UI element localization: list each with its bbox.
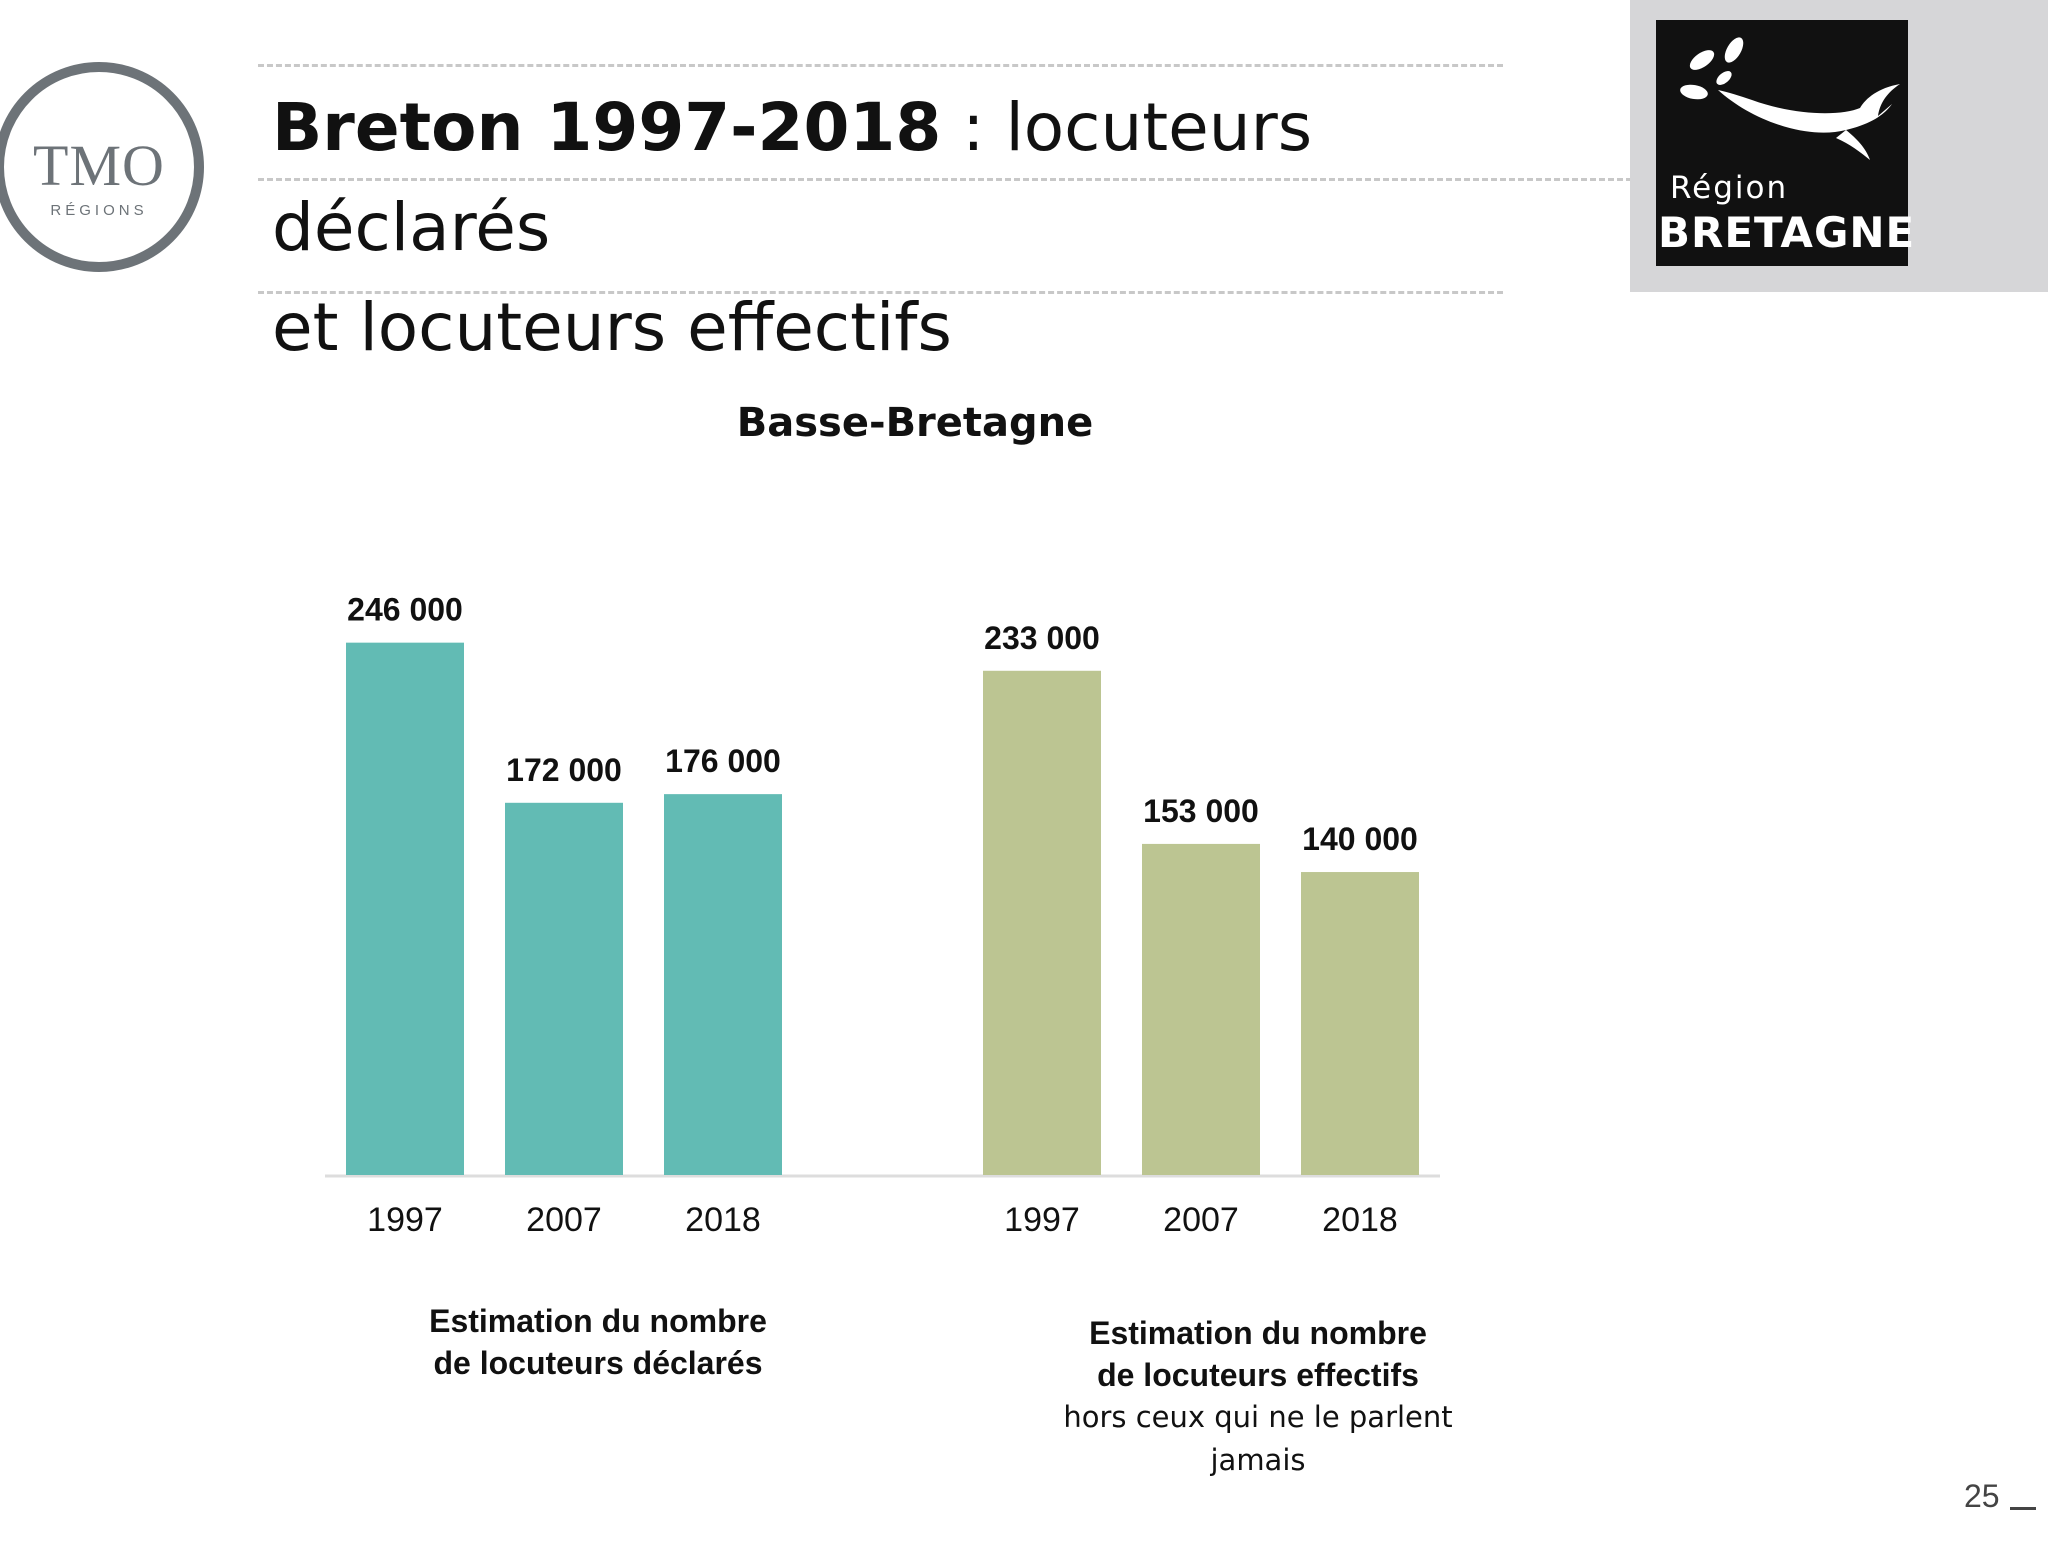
x-tick-label: 2007: [1163, 1201, 1239, 1239]
region-logo-line2: BRETAGNE: [1658, 208, 1916, 257]
bar-value-label: 172 000: [506, 752, 622, 788]
x-tick-label: 1997: [367, 1201, 443, 1239]
series-caption-line: Estimation du nombre: [429, 1303, 767, 1339]
series-caption-declares: Estimation du nombre de locuteurs déclar…: [348, 1300, 848, 1384]
series-caption-line: de locuteurs effectifs: [1097, 1357, 1419, 1393]
title-bold-part: Breton 1997-2018: [272, 89, 942, 166]
bar: [1301, 872, 1419, 1175]
bar-value-label: 233 000: [984, 620, 1100, 656]
tmo-logo-subtext: RÉGIONS: [50, 202, 148, 219]
bar: [346, 642, 464, 1175]
tmo-logo-text: TMO: [33, 133, 165, 198]
bar: [983, 670, 1101, 1175]
tmo-regions-logo: TMO RÉGIONS: [0, 62, 204, 272]
region-logo-line1: Région: [1670, 170, 1789, 206]
x-tick-label: 2018: [1322, 1201, 1398, 1239]
chart-title: Basse-Bretagne: [736, 400, 1094, 446]
bar: [505, 802, 623, 1175]
page-number-underline: [2010, 1507, 2036, 1510]
series-caption-note: jamais: [1210, 1443, 1306, 1477]
bar-value-label: 176 000: [665, 743, 781, 779]
region-bretagne-logo-panel: Région BRETAGNE: [1630, 0, 2048, 292]
x-tick-label: 2007: [526, 1201, 602, 1239]
series-caption-line: Estimation du nombre: [1089, 1315, 1427, 1351]
title-rest-part: : locuteurs déclarés: [272, 89, 1313, 266]
bar: [664, 794, 782, 1175]
bar: [1142, 843, 1260, 1175]
bar-value-label: 140 000: [1302, 821, 1418, 857]
page-title: Breton 1997-2018 : locuteurs déclarés et…: [272, 78, 1572, 378]
bar-value-label: 246 000: [347, 592, 463, 628]
region-bretagne-logo: Région BRETAGNE: [1656, 20, 1914, 266]
bar-value-label: 153 000: [1143, 793, 1259, 829]
page-number: 25: [1964, 1478, 2000, 1514]
x-tick-label: 2018: [685, 1201, 761, 1239]
series-caption-line: de locuteurs déclarés: [433, 1345, 763, 1381]
series-caption-note: hors ceux qui ne le parlent: [1063, 1400, 1453, 1434]
x-tick-label: 1997: [1004, 1201, 1080, 1239]
series-caption-effectifs: Estimation du nombre de locuteurs effect…: [1008, 1312, 1508, 1482]
ermine-bird-icon: [1680, 37, 1900, 160]
title-second-line: et locuteurs effectifs: [272, 289, 952, 366]
